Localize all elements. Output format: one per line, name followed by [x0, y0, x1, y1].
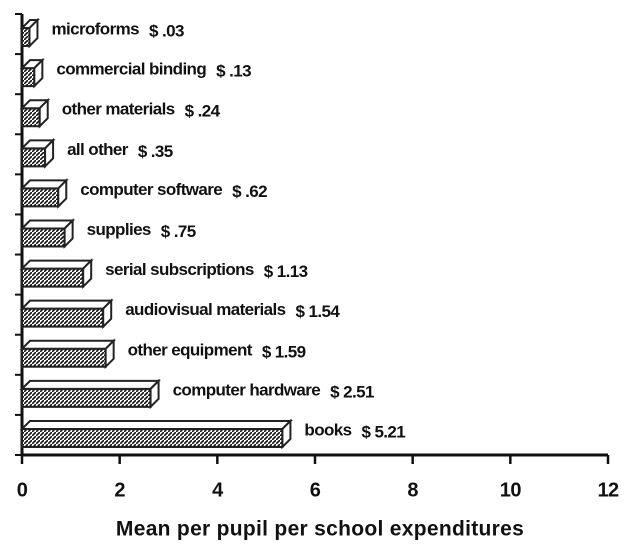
bar-front [21, 147, 47, 168]
category-label: computer software [80, 180, 222, 199]
bar-side [38, 97, 49, 129]
bar-top [19, 379, 161, 390]
bar-front [21, 227, 66, 248]
bar-side [57, 177, 68, 209]
bar-side [281, 418, 292, 450]
value-label: $ 2.51 [330, 382, 374, 401]
bar-front [21, 387, 152, 408]
x-tick-label: 6 [310, 479, 321, 501]
bar-front [21, 347, 107, 368]
category-label: supplies [87, 220, 151, 239]
bar-top [19, 259, 94, 270]
bar-front [21, 267, 85, 288]
bar-front [21, 107, 41, 128]
bar-front [21, 187, 60, 208]
category-label: commercial binding [56, 60, 206, 79]
x-tick-label: 10 [500, 479, 522, 501]
bar-side [149, 378, 160, 410]
value-label: $ .62 [232, 182, 267, 201]
value-label: $ .03 [149, 22, 184, 41]
bar-side [28, 17, 39, 49]
bar-front [21, 307, 105, 328]
bar-top [19, 339, 117, 350]
bar-front [21, 427, 284, 448]
category-label: computer hardware [173, 380, 321, 399]
bar-side [102, 298, 113, 330]
bar-side [44, 137, 55, 169]
bar-top [19, 299, 114, 310]
bar-side [33, 57, 44, 89]
value-label: $ 1.59 [262, 342, 306, 361]
x-tick-label: 8 [407, 479, 418, 501]
x-tick-label: 0 [17, 479, 28, 501]
value-label: $ .24 [185, 102, 221, 121]
x-tick-label: 12 [597, 479, 619, 501]
x-tick-label: 2 [114, 479, 125, 501]
bar-side [104, 338, 115, 370]
value-label: $ .13 [216, 62, 251, 81]
category-label: books [304, 420, 351, 439]
bar-side [82, 258, 93, 290]
bar-top [19, 419, 293, 430]
bar-front [21, 27, 31, 48]
value-label: $ 1.13 [264, 262, 308, 281]
category-label: all other [67, 140, 129, 159]
bar-front [21, 67, 36, 88]
bar-side [63, 218, 74, 249]
x-tick-label: 4 [212, 479, 224, 501]
category-label: microforms [51, 20, 139, 39]
value-label: $ .35 [138, 142, 173, 161]
value-label: $ 1.54 [296, 302, 341, 321]
category-label: other equipment [128, 340, 253, 359]
x-axis-label: Mean per pupil per school expenditures [116, 518, 524, 541]
category-label: serial subscriptions [105, 260, 254, 279]
value-label: $ .75 [161, 222, 196, 241]
category-label: audiovisual materials [125, 300, 285, 319]
value-label: $ 5.21 [361, 422, 405, 441]
category-label: other materials [62, 100, 175, 119]
